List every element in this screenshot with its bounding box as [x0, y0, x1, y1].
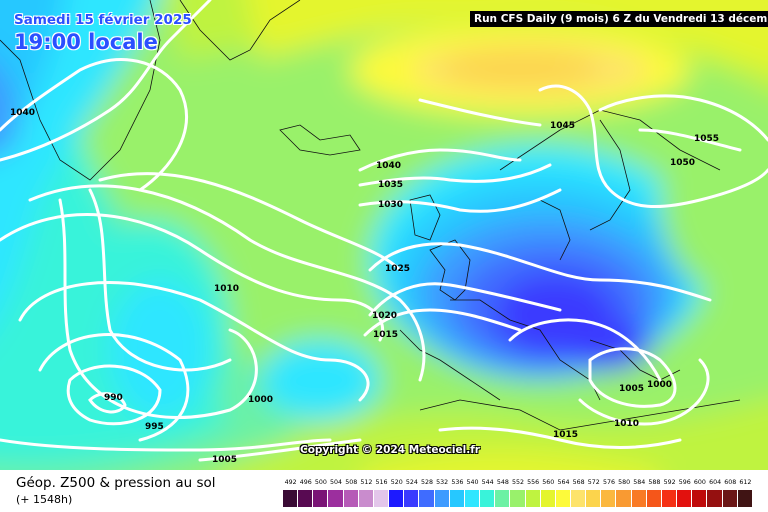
scale-swatch [283, 490, 299, 507]
scale-value: 524 [405, 479, 418, 486]
scale-swatch [586, 490, 602, 507]
isobar-label: 1020 [372, 311, 397, 321]
isobar-label: 1015 [553, 430, 578, 440]
map-canvas: 1040 1010 990 995 1000 1005 1040 1035 10… [0, 0, 768, 470]
scale-swatch [404, 490, 420, 507]
scale-swatch [540, 490, 556, 507]
scale-value: 540 [466, 479, 479, 486]
geopotential-field [0, 0, 768, 470]
isobar-label: 1045 [550, 121, 575, 131]
scale-value: 544 [481, 479, 494, 486]
scale-value: 528 [421, 479, 434, 486]
isobar-label: 1040 [10, 108, 35, 118]
forecast-time: 19:00 locale [14, 30, 158, 54]
scale-swatch [419, 490, 435, 507]
scale-value: 508 [345, 479, 358, 486]
scale-swatch [616, 490, 632, 507]
scale-value: 612 [739, 479, 752, 486]
scale-value: 580 [618, 479, 631, 486]
scale-value: 576 [602, 479, 615, 486]
scale-swatch [707, 490, 723, 507]
scale-value: 512 [360, 479, 373, 486]
scale-swatch [449, 490, 465, 507]
scale-value: 552 [511, 479, 524, 486]
scale-value: 496 [299, 479, 312, 486]
scale-value: 608 [724, 479, 737, 486]
scale-swatch [358, 490, 374, 507]
scale-swatch [570, 490, 587, 507]
scale-swatch [328, 490, 344, 507]
isobar-label: 990 [104, 393, 123, 403]
scale-value: 568 [572, 479, 585, 486]
scale-value: 500 [314, 479, 327, 486]
scale-swatch [389, 490, 405, 507]
color-scale-labels: 492 496 500 504 508 512 516 520 524 528 532 536 540 5… [283, 479, 753, 489]
isobar-label: 1000 [248, 395, 273, 405]
isobar-label: 1005 [212, 455, 237, 465]
legend-title: Géop. Z500 & pression au sol [16, 475, 216, 491]
scale-value: 520 [390, 479, 403, 486]
scale-value: 556 [527, 479, 540, 486]
isobar-label: 1030 [378, 200, 403, 210]
scale-value: 516 [375, 479, 388, 486]
scale-swatch [525, 490, 541, 507]
scale-swatch [737, 490, 753, 507]
scale-swatch [555, 490, 571, 507]
scale-value: 592 [663, 479, 676, 486]
isobar-label: 1040 [376, 161, 401, 171]
scale-swatch [298, 490, 314, 507]
legend-bar: Géop. Z500 & pression au sol (+ 1548h) 4… [0, 470, 768, 512]
scale-value: 536 [451, 479, 464, 486]
scale-swatch [313, 490, 329, 507]
scale-value: 604 [709, 479, 722, 486]
scale-value: 596 [678, 479, 691, 486]
isobar-labels: 1040 1010 990 995 1000 1005 1040 1035 10… [10, 108, 719, 465]
copyright-notice: Copyright © 2024 Meteociel.fr [300, 444, 480, 456]
color-scale [283, 490, 753, 507]
isobar-label: 1005 [619, 384, 644, 394]
scale-swatch [722, 490, 738, 507]
scale-value: 572 [587, 479, 600, 486]
scale-swatch [646, 490, 662, 507]
scale-value: 564 [557, 479, 570, 486]
scale-value: 560 [542, 479, 555, 486]
scale-value: 588 [648, 479, 661, 486]
legend-subtitle: (+ 1548h) [16, 493, 73, 506]
isobar-label: 1010 [614, 419, 639, 429]
weather-map: 1040 1010 990 995 1000 1005 1040 1035 10… [0, 0, 768, 470]
scale-swatch [434, 490, 450, 507]
isobar-lines [0, 0, 768, 460]
scale-value: 504 [330, 479, 343, 486]
isobar-label: 1000 [647, 380, 672, 390]
isobar-label: 1025 [385, 264, 410, 274]
scale-swatch [510, 490, 526, 507]
scale-value: 532 [436, 479, 449, 486]
scale-swatch [480, 490, 496, 507]
scale-value: 600 [693, 479, 706, 486]
isobar-label: 995 [145, 422, 164, 432]
isobar-label: 1010 [214, 284, 239, 294]
isobar-label: 1055 [694, 134, 719, 144]
scale-swatch [631, 490, 647, 507]
scale-value: 584 [633, 479, 646, 486]
forecast-date: Samedi 15 février 2025 [14, 12, 192, 28]
isobar-label: 1035 [378, 180, 403, 190]
scale-swatch [464, 490, 481, 507]
isobar-label: 1015 [373, 330, 398, 340]
scale-swatch [661, 490, 678, 507]
scale-swatch [692, 490, 708, 507]
scale-value: 548 [496, 479, 509, 486]
scale-value: 492 [284, 479, 297, 486]
scale-swatch [495, 490, 511, 507]
scale-swatch [677, 490, 693, 507]
scale-swatch [373, 490, 390, 507]
scale-swatch [343, 490, 359, 507]
scale-swatch [601, 490, 617, 507]
isobar-label: 1050 [670, 158, 695, 168]
run-banner: Run CFS Daily (9 mois) 6 Z du Vendredi 1… [470, 11, 768, 27]
